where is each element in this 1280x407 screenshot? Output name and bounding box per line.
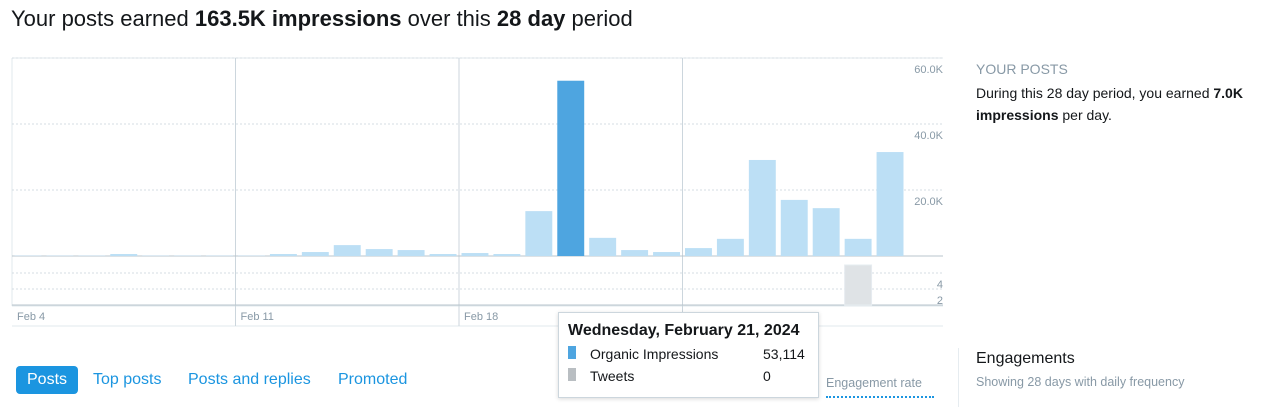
bar: [301, 252, 329, 256]
tooltip: Wednesday, February 21, 2024 Organic Imp…: [558, 312, 819, 398]
x-tick-label: Feb 11: [241, 311, 274, 323]
engagements-subtitle: Showing 28 days with daily frequency: [976, 375, 1185, 389]
bar: [812, 208, 840, 256]
bar: [110, 254, 138, 256]
y-tick-label: 40.0K: [914, 130, 943, 142]
bar: [780, 199, 808, 256]
side-part: During this 28 day period, you earned: [976, 85, 1214, 101]
side-text: During this 28 day period, you earned 7.…: [976, 82, 1276, 126]
tooltip-value: 53,114: [763, 346, 805, 362]
x-tick-label: Feb 4: [17, 311, 45, 323]
bar: [429, 254, 457, 256]
y-tick-label: 4: [937, 279, 943, 291]
x-tick-label: Feb 18: [464, 311, 498, 323]
bar: [876, 152, 904, 256]
tab[interactable]: Top posts: [93, 371, 162, 388]
bar: [589, 237, 617, 256]
bar: [493, 254, 521, 256]
tooltip-value: 0: [763, 368, 771, 384]
bar: [397, 250, 425, 256]
title-text: over this: [401, 6, 497, 31]
tooltip-series: Tweets: [590, 368, 635, 384]
bar: [844, 264, 873, 306]
bar: [653, 252, 680, 256]
bar: [557, 80, 585, 256]
bar: [333, 245, 361, 256]
divider: [958, 348, 959, 407]
bar: [269, 254, 297, 256]
tab[interactable]: Promoted: [338, 371, 408, 388]
title-bold: 163.5K impressions: [194, 6, 402, 31]
tooltip-date: Wednesday, February 21, 2024: [568, 322, 800, 339]
bar: [844, 238, 872, 256]
tooltip-swatch: [568, 368, 576, 381]
tooltip-swatch: [568, 346, 576, 359]
bar: [685, 248, 712, 256]
bar: [461, 253, 489, 256]
y-tick-label: 2: [937, 295, 943, 307]
bar: [525, 211, 553, 256]
bar: [748, 159, 776, 256]
bar: [621, 250, 649, 256]
side-bold: 7.0K impressions: [976, 85, 1243, 123]
bar: [716, 238, 744, 256]
side-heading: YOUR POSTS: [976, 61, 1068, 77]
bar: [365, 249, 393, 256]
title-text: Your posts earned: [11, 6, 195, 31]
page-title: Your posts earned 163.5K impressions ove…: [11, 6, 633, 32]
title-bold: 28 day: [496, 6, 566, 31]
tab[interactable]: Posts and replies: [188, 371, 311, 388]
y-tick-label: 20.0K: [914, 196, 943, 208]
y-tick-label: 60.0K: [914, 64, 943, 76]
title-text: period: [565, 6, 633, 31]
side-part: per day.: [1058, 107, 1112, 123]
tooltip-series: Organic Impressions: [590, 346, 719, 362]
tab[interactable]: Posts: [16, 366, 79, 394]
engagement-rate-tab[interactable]: Engagement rate: [826, 376, 934, 398]
engagements-title: Engagements: [976, 350, 1075, 367]
